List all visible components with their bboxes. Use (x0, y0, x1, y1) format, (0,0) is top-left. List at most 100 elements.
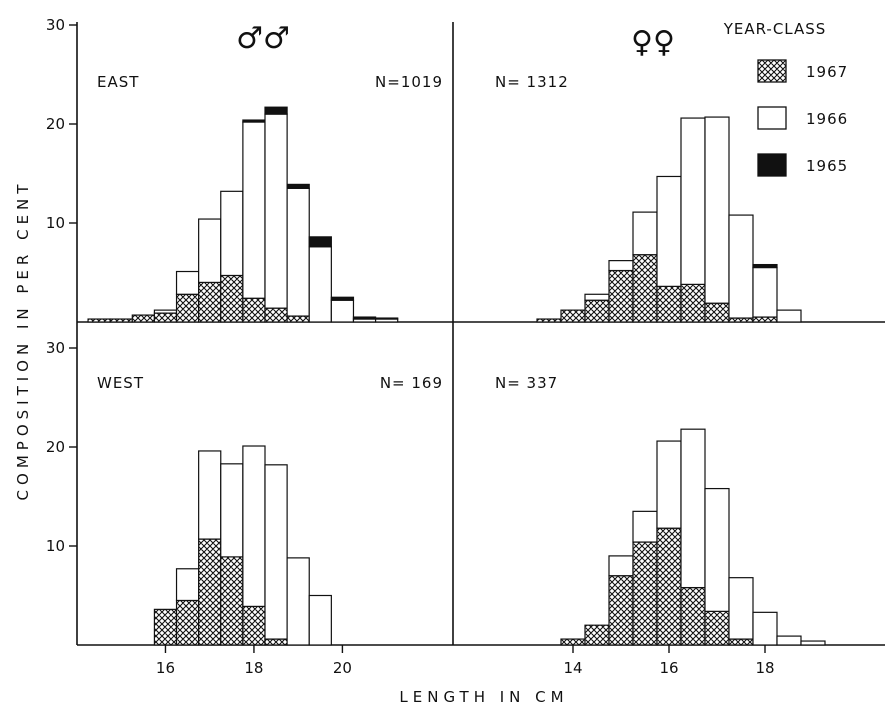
bar-1965 (752, 263, 778, 269)
bar-1967 (608, 269, 634, 323)
bar-1966 (330, 299, 355, 323)
bar-1967 (536, 318, 562, 323)
bar-1966 (608, 260, 634, 272)
x-tick-label: 18 (755, 659, 774, 677)
bar-1966 (632, 510, 658, 543)
bar-1967 (632, 541, 658, 646)
region-label: WEST (97, 374, 144, 392)
bar-1967 (131, 314, 156, 323)
bar-1966 (632, 211, 658, 256)
y-tick-label: 20 (46, 438, 65, 456)
bar-1967 (220, 556, 244, 646)
bar-1966 (220, 463, 244, 558)
y-axis-title: COMPOSITION IN PER CENT (14, 180, 32, 501)
bar-1966 (776, 309, 802, 323)
bar-1966 (175, 270, 200, 295)
bar-1966 (728, 577, 754, 640)
bar-1966 (680, 428, 706, 589)
bar-1966 (608, 555, 634, 577)
region-label: EAST (97, 73, 139, 91)
males-symbol: ♂♂ (236, 21, 290, 56)
bar-1967 (584, 299, 610, 323)
bar-1966 (704, 116, 730, 304)
panel-females-east: N= 1312 (495, 73, 802, 323)
panel-females-west: 14 16 18 N= 337 (495, 374, 826, 677)
y-tick-label: 30 (46, 16, 65, 34)
bar-1966 (728, 214, 754, 319)
y-tick-label: 20 (46, 115, 65, 133)
bar-1967 (632, 254, 658, 323)
bar-1966 (704, 487, 730, 612)
legend-swatch-1967 (757, 59, 787, 83)
panel-males-west: 16 18 20 WEST N= 169 (97, 374, 443, 677)
n-label: N= 337 (495, 374, 558, 392)
bar-1967 (220, 274, 244, 323)
x-tick-label: 18 (244, 659, 263, 677)
y-tick-label: 10 (46, 214, 65, 232)
bar-1967 (153, 608, 178, 646)
x-tick-label: 20 (333, 659, 352, 677)
bar-1967 (680, 586, 706, 646)
bar-1965 (286, 183, 310, 189)
bar-1967 (198, 281, 222, 323)
bar-1967 (286, 315, 310, 323)
bar-1966 (752, 266, 778, 318)
bar-1967 (704, 610, 730, 646)
bar-1966 (264, 113, 288, 309)
legend-label-1965: 1965 (806, 157, 848, 175)
bar-1965 (308, 236, 332, 248)
bar-1966 (198, 450, 222, 540)
n-label: N= 169 (380, 374, 443, 392)
bar-1966 (153, 309, 178, 314)
bar-1967 (560, 309, 586, 323)
y-tick-label: 30 (46, 339, 65, 357)
bar-1966 (776, 635, 802, 646)
bar-1966 (242, 121, 266, 299)
bar-1966 (264, 464, 288, 640)
panels: EAST N=1019 N= 1312 16 18 20 WEST N= 169 14 16 18 N… (87, 73, 826, 677)
bar-1966 (220, 190, 244, 277)
legend-label-1966: 1966 (806, 110, 848, 128)
bar-1967 (584, 624, 610, 646)
bar-1967 (242, 605, 266, 646)
bar-1967 (264, 307, 288, 323)
bar-1965 (242, 119, 266, 123)
bar-1966 (656, 175, 682, 287)
bar-1965 (352, 316, 377, 320)
bar-1967 (198, 538, 222, 646)
bar-1967 (608, 575, 634, 646)
bar-1967 (175, 293, 200, 323)
bar-1966 (800, 640, 826, 646)
bar-1966 (752, 611, 778, 646)
legend: YEAR-CLASS 1967 1966 1965 (723, 20, 848, 177)
x-tick-label: 14 (563, 659, 582, 677)
x-tick-label: 16 (659, 659, 678, 677)
bar-1965 (374, 317, 399, 320)
bar-1967 (560, 638, 586, 646)
bar-1966 (286, 187, 310, 317)
bar-1965 (264, 106, 288, 115)
bar-1966 (198, 218, 222, 283)
bar-1967 (242, 297, 266, 323)
bar-1966 (584, 293, 610, 301)
panel-males-east: EAST N=1019 (87, 73, 442, 323)
bar-1966 (656, 440, 682, 529)
bar-1967 (109, 318, 133, 323)
bar-1967 (87, 318, 111, 323)
bar-1967 (153, 312, 178, 323)
bar-1967 (656, 527, 682, 646)
bar-1966 (175, 568, 200, 602)
bar-1966 (242, 445, 266, 607)
bar-1967 (752, 316, 778, 323)
bar-1967 (680, 283, 706, 323)
legend-label-1967: 1967 (806, 63, 848, 81)
legend-swatch-1966 (757, 106, 787, 130)
legend-title: YEAR-CLASS (723, 20, 827, 38)
bar-1967 (704, 302, 730, 323)
legend-swatch-1965 (757, 153, 787, 177)
x-axis-title: LENGTH IN CM (399, 688, 568, 706)
x-tick-label: 16 (156, 659, 175, 677)
bar-1966 (680, 117, 706, 285)
bar-1967 (175, 599, 200, 646)
